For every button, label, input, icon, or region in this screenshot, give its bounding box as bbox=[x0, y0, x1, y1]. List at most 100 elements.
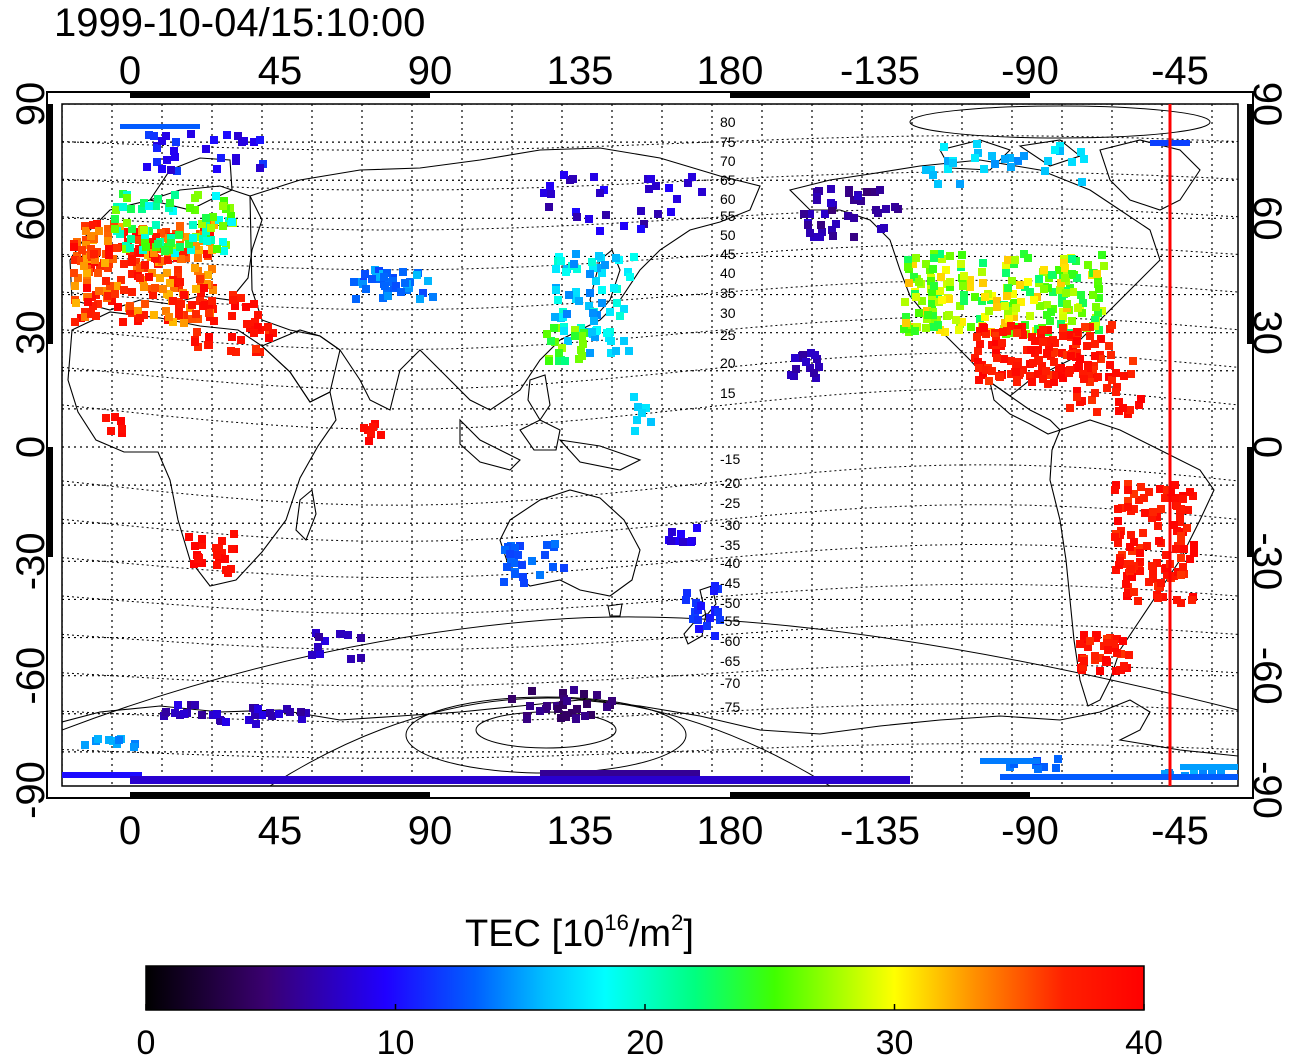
tec-point bbox=[198, 541, 206, 549]
tec-point bbox=[1076, 355, 1084, 363]
tec-point bbox=[1026, 288, 1034, 296]
tec-point bbox=[150, 249, 158, 257]
tec-point bbox=[1173, 596, 1181, 604]
tec-point bbox=[219, 202, 227, 210]
tec-point bbox=[710, 587, 718, 595]
tec-point bbox=[1155, 537, 1163, 545]
tec-point bbox=[871, 188, 879, 196]
tec-point bbox=[1124, 589, 1132, 597]
tec-point bbox=[1056, 286, 1064, 294]
tec-point bbox=[581, 712, 589, 720]
contour-label: 40 bbox=[720, 265, 736, 281]
tec-point bbox=[316, 650, 324, 658]
tec-point bbox=[254, 323, 262, 331]
tec-point bbox=[119, 318, 127, 326]
tec-point bbox=[588, 258, 596, 266]
tec-point bbox=[1127, 565, 1135, 573]
tec-point bbox=[1061, 264, 1069, 272]
tec-point bbox=[876, 186, 884, 194]
tec-point bbox=[191, 542, 199, 550]
tec-point bbox=[367, 430, 375, 438]
tec-point bbox=[381, 282, 389, 290]
tec-point bbox=[167, 234, 175, 242]
tec-point bbox=[711, 632, 719, 640]
timestamp-title: 1999-10-04/15:10:00 bbox=[54, 1, 425, 45]
tec-point bbox=[1079, 370, 1087, 378]
tec-point bbox=[640, 220, 648, 228]
tec-point bbox=[891, 203, 899, 211]
tec-point bbox=[626, 273, 634, 281]
tec-point bbox=[165, 204, 173, 212]
tec-point bbox=[256, 136, 264, 144]
tec-point bbox=[806, 364, 814, 372]
tec-point bbox=[1077, 291, 1085, 299]
tec-point bbox=[189, 234, 197, 242]
tec-point bbox=[812, 374, 820, 382]
tec-point bbox=[269, 329, 277, 337]
tec-point bbox=[945, 295, 953, 303]
tec-point bbox=[308, 651, 316, 659]
tec-point bbox=[1016, 281, 1024, 289]
bottom-lon-label: 135 bbox=[547, 809, 614, 853]
tec-point bbox=[95, 287, 103, 295]
tec-point bbox=[804, 221, 812, 229]
tec-point bbox=[993, 354, 1001, 362]
tec-point bbox=[102, 414, 110, 422]
tec-point bbox=[1010, 313, 1018, 321]
tec-point bbox=[104, 237, 112, 245]
tec-point bbox=[215, 216, 223, 224]
tec-point bbox=[357, 654, 365, 662]
tec-point bbox=[981, 293, 989, 301]
tec-point bbox=[90, 250, 98, 258]
tec-point bbox=[1086, 637, 1094, 645]
tec-band bbox=[1000, 774, 1238, 780]
tec-point bbox=[573, 705, 581, 713]
tec-point bbox=[1068, 255, 1076, 263]
tec-point bbox=[352, 295, 360, 303]
tec-point bbox=[1003, 292, 1011, 300]
tec-point bbox=[922, 324, 930, 332]
tec-point bbox=[874, 209, 882, 217]
tec-point bbox=[1001, 302, 1009, 310]
tec-point bbox=[180, 248, 188, 256]
tec-point bbox=[909, 260, 917, 268]
tec-point bbox=[230, 530, 238, 538]
tec-point bbox=[1177, 554, 1185, 562]
tec-point bbox=[633, 416, 641, 424]
tec-point bbox=[227, 212, 235, 220]
tec-point bbox=[169, 318, 177, 326]
tec-point bbox=[1091, 389, 1099, 397]
tec-point bbox=[196, 297, 204, 305]
tec-point bbox=[1074, 304, 1082, 312]
tec-point bbox=[1027, 346, 1035, 354]
tec-point bbox=[119, 203, 127, 211]
tec-point bbox=[118, 425, 126, 433]
tec-point bbox=[1183, 524, 1191, 532]
tec-point bbox=[563, 697, 571, 705]
tec-point bbox=[187, 130, 195, 138]
top-lon-label: 0 bbox=[119, 49, 141, 93]
top-lon-label: 90 bbox=[408, 49, 453, 93]
tec-point bbox=[1179, 495, 1187, 503]
tec-point bbox=[652, 182, 660, 190]
tec-point bbox=[1190, 549, 1198, 557]
tec-point bbox=[162, 708, 170, 716]
tec-point bbox=[83, 269, 91, 277]
contour-label: 70 bbox=[720, 153, 736, 169]
tec-point bbox=[1106, 361, 1114, 369]
tec-point bbox=[516, 542, 524, 550]
tec-point bbox=[1179, 563, 1187, 571]
tec-point bbox=[1075, 362, 1083, 370]
tec-point bbox=[368, 275, 376, 283]
tec-point bbox=[1114, 539, 1122, 547]
tec-point bbox=[1050, 371, 1058, 379]
tec-point bbox=[95, 227, 103, 235]
tec-point bbox=[264, 323, 272, 331]
tec-point bbox=[141, 300, 149, 308]
tec-point bbox=[1169, 494, 1177, 502]
tec-point bbox=[1080, 631, 1088, 639]
tec-point bbox=[547, 337, 555, 345]
tec-point bbox=[212, 544, 220, 552]
tec-point bbox=[1050, 378, 1058, 386]
tec-point bbox=[560, 564, 568, 572]
